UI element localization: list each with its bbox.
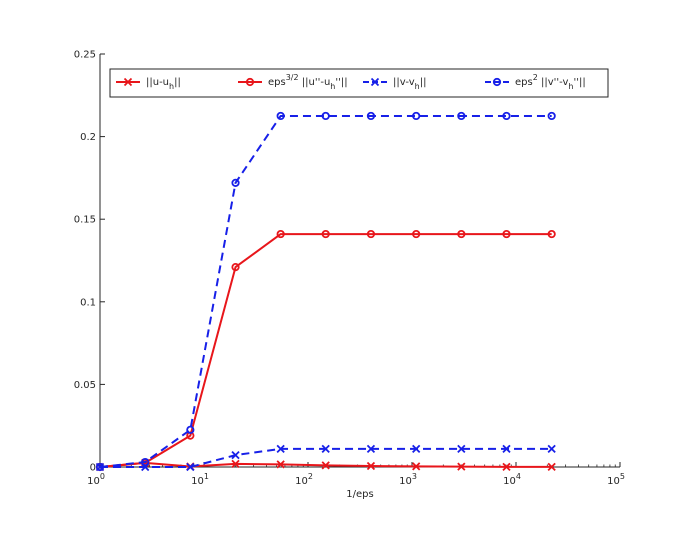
data-point xyxy=(412,444,421,453)
legend-legend-sub2: h xyxy=(330,82,335,91)
y-tick-label: 0.15 xyxy=(74,215,96,226)
y-tick-label: 0.25 xyxy=(74,50,96,61)
data-point xyxy=(321,229,330,239)
legend-legend-tail2: ''|| xyxy=(573,77,585,88)
data-point xyxy=(502,111,511,121)
data-point xyxy=(547,229,556,239)
data-point xyxy=(457,444,466,453)
legend-marker xyxy=(123,77,133,87)
legend: ||u-uh|| eps3/2 ||u''-uh''|| ||v-vh|| eps2 … xyxy=(109,68,609,98)
x-tick-base: 10 xyxy=(503,476,516,487)
series-line xyxy=(99,233,552,468)
legend-legend-tail2: ''|| xyxy=(335,77,347,88)
data-point xyxy=(457,462,466,471)
legend-label: ||u-uh|| xyxy=(146,77,181,91)
x-tick-label: 102 xyxy=(295,472,313,487)
y-tick-label: 0.2 xyxy=(80,132,96,143)
x-tick-exponent: 0 xyxy=(100,472,105,481)
data-point xyxy=(321,461,330,470)
x-tick-exponent: 5 xyxy=(620,472,625,481)
legend-legend-main: ||u-u xyxy=(146,77,169,88)
x-tick-exponent: 2 xyxy=(308,472,313,481)
legend-legend-sub2: h xyxy=(568,82,573,91)
data-point xyxy=(366,444,376,453)
data-point xyxy=(276,229,285,239)
x-tick-base: 10 xyxy=(191,476,204,487)
x-tick-label: 101 xyxy=(191,472,209,487)
x-tick-base: 10 xyxy=(607,476,620,487)
y-tick-label: 0 xyxy=(90,463,96,474)
legend-legend-sub: h xyxy=(169,82,174,91)
data-point xyxy=(502,444,511,453)
x-tick-exponent: 3 xyxy=(412,472,417,481)
legend-entry-1: ||u-uh|| xyxy=(116,77,181,91)
data-point xyxy=(412,462,421,471)
x-tick-label: 105 xyxy=(607,472,625,487)
data-point xyxy=(412,229,421,239)
x-tick-base: 10 xyxy=(399,476,412,487)
data-point xyxy=(141,457,150,467)
data-point xyxy=(366,111,376,121)
data-point xyxy=(366,229,376,239)
legend-marker xyxy=(370,77,380,87)
data-point xyxy=(231,450,240,460)
x-tick-label: 104 xyxy=(503,472,521,487)
legend-legend-tail: ||v''-v xyxy=(538,77,569,88)
data-point xyxy=(457,229,466,239)
data-point xyxy=(547,462,556,471)
data-point xyxy=(502,462,511,471)
x-tick-label: 100 xyxy=(87,472,105,487)
legend-legend-tail: ||u''-u xyxy=(299,77,331,88)
data-point xyxy=(231,263,240,272)
legend-legend-sup: 2 xyxy=(533,73,538,82)
legend-entry-4: eps2 ||v''-vh''|| xyxy=(485,73,586,91)
legend-marker xyxy=(245,77,255,87)
legend-label: eps3/2 ||u''-uh''|| xyxy=(268,73,348,91)
legend-legend-main: eps xyxy=(268,77,286,88)
data-point xyxy=(276,444,285,453)
data-point xyxy=(321,111,330,121)
x-tick-label: 103 xyxy=(399,472,417,487)
data-point xyxy=(412,111,421,121)
x-tick-exponent: 4 xyxy=(516,472,521,481)
data-point xyxy=(276,111,285,121)
series-4 xyxy=(95,111,556,472)
x-tick-exponent: 1 xyxy=(204,472,209,481)
data-point xyxy=(231,459,240,468)
data-point xyxy=(366,461,376,471)
legend-legend-main: eps xyxy=(515,77,533,88)
x-axis-label: 1/eps xyxy=(346,489,373,500)
legend-label: eps2 ||v''-vh''|| xyxy=(515,73,586,91)
legend-legend-sup: 3/2 xyxy=(286,73,299,82)
data-point xyxy=(186,462,195,472)
data-point xyxy=(547,111,556,121)
x-tick-base: 10 xyxy=(295,476,308,487)
data-point xyxy=(502,229,511,239)
legend-entry-3: ||v-vh|| xyxy=(363,77,426,91)
data-point xyxy=(231,178,240,187)
legend-legend-tail: || xyxy=(420,77,427,88)
legend-marker xyxy=(492,77,502,87)
data-point xyxy=(95,462,105,472)
y-tick-label: 0.05 xyxy=(74,380,96,391)
series-line xyxy=(99,114,552,468)
data-point xyxy=(547,444,556,453)
y-tick-label: 0.1 xyxy=(80,297,96,308)
plot-area xyxy=(100,54,620,467)
data-point xyxy=(276,460,285,469)
legend-label: ||v-vh|| xyxy=(393,77,426,91)
data-point xyxy=(457,111,466,121)
legend-box xyxy=(109,68,609,98)
legend-legend-tail: || xyxy=(174,77,181,88)
legend-legend-main: ||v-v xyxy=(393,77,415,88)
data-point xyxy=(186,425,195,434)
series-layer xyxy=(95,111,556,472)
legend-entry-2: eps3/2 ||u''-uh''|| xyxy=(238,73,348,91)
legend-legend-sub: h xyxy=(415,82,420,91)
data-point xyxy=(321,444,330,453)
x-tick-base: 10 xyxy=(87,476,100,487)
